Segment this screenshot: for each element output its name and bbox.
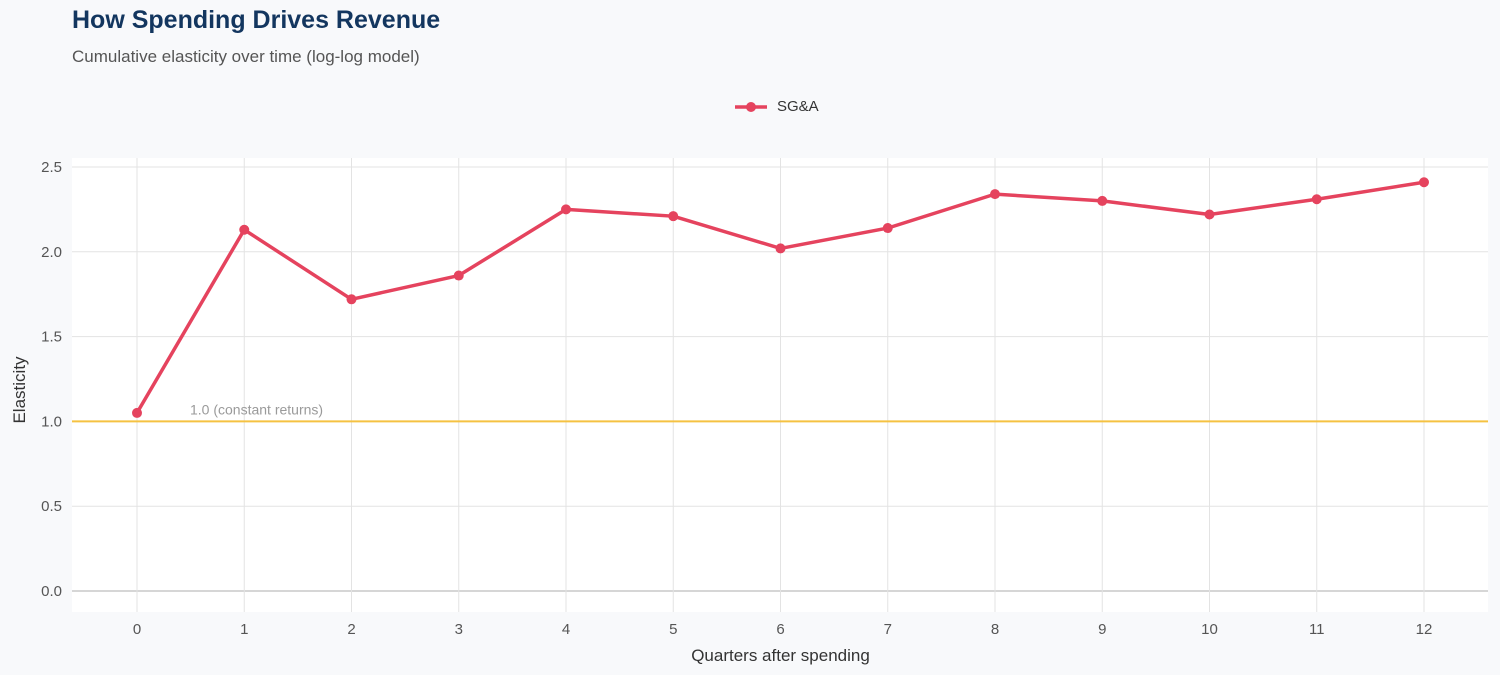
x-tick-label: 8 [991, 621, 999, 638]
legend-line-marker-icon [735, 101, 767, 112]
data-point [239, 224, 250, 235]
y-tick-label: 2.5 [41, 159, 62, 176]
x-tick-label: 3 [455, 621, 463, 638]
data-point [1311, 194, 1322, 205]
y-tick-label: 0.0 [41, 583, 62, 600]
x-axis-label: Quarters after spending [691, 646, 870, 665]
x-tick-label: 12 [1416, 621, 1433, 638]
legend: SG&A [733, 98, 819, 115]
data-point [1097, 195, 1108, 206]
data-point [1419, 177, 1429, 188]
data-point [453, 270, 464, 281]
y-tick-label: 2.0 [41, 244, 62, 261]
x-tick-label: 5 [669, 621, 677, 638]
chart-subtitle: Cumulative elasticity over time (log-log… [72, 47, 420, 66]
x-tick-label: 7 [884, 621, 892, 638]
chart-title: How Spending Drives Revenue [72, 6, 441, 34]
data-point [775, 243, 786, 254]
reference-line-label: 1.0 (constant returns) [190, 401, 323, 417]
y-tick-label: 1.5 [41, 329, 62, 346]
x-tick-label: 0 [133, 621, 141, 638]
data-point [132, 407, 142, 418]
x-tick-label: 9 [1098, 621, 1106, 638]
x-tick-label: 1 [240, 621, 248, 638]
y-tick-label: 1.0 [41, 413, 62, 430]
legend-label: SG&A [777, 98, 819, 115]
x-tick-label: 11 [1309, 621, 1325, 638]
data-point [346, 294, 357, 305]
y-tick-label: 0.5 [41, 498, 62, 515]
x-tick-label: 2 [347, 621, 355, 638]
x-tick-label: 6 [776, 621, 784, 638]
data-point [1204, 209, 1215, 220]
data-point [882, 223, 893, 234]
data-point [668, 211, 679, 222]
data-point [561, 204, 571, 215]
y-axis-label: Elasticity [10, 356, 29, 424]
data-point [990, 189, 1000, 200]
x-tick-label: 4 [562, 621, 570, 638]
x-tick-label: 10 [1201, 621, 1218, 638]
